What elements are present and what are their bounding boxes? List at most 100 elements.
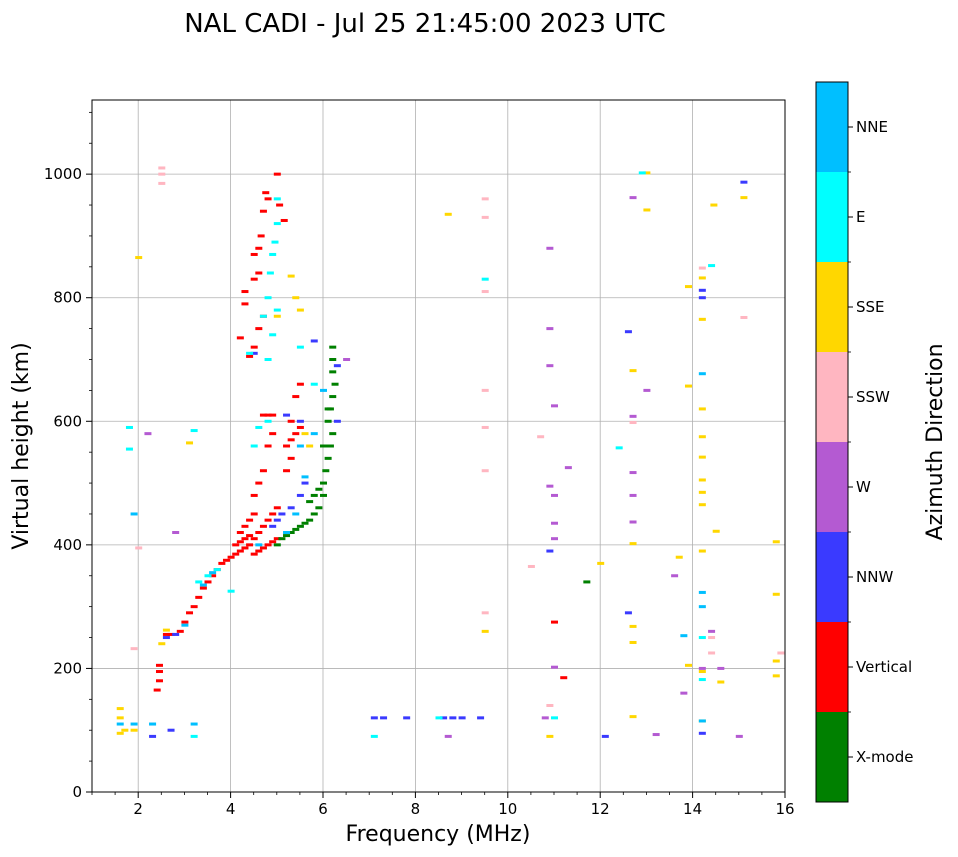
data-point (287, 274, 295, 278)
data-point (370, 716, 378, 720)
data-point (698, 731, 706, 735)
data-point (287, 456, 295, 460)
data-point (675, 555, 683, 559)
data-point (292, 512, 300, 516)
data-point (158, 172, 166, 176)
data-point (698, 372, 706, 376)
data-point (266, 271, 274, 275)
data-point (551, 493, 558, 497)
data-point (551, 665, 558, 669)
data-point (698, 605, 706, 609)
data-point (116, 731, 124, 735)
data-point (698, 549, 706, 553)
data-point (306, 518, 314, 522)
data-point (181, 620, 189, 624)
data-point (708, 629, 716, 633)
data-point (273, 308, 281, 312)
data-point (190, 734, 198, 738)
data-point (130, 647, 138, 651)
data-point (296, 425, 304, 429)
data-point (684, 384, 692, 388)
data-point (218, 561, 226, 565)
data-point (481, 469, 489, 473)
data-point (130, 512, 138, 516)
data-point (333, 419, 341, 423)
data-point (698, 719, 706, 723)
data-point (310, 493, 318, 497)
colorbar-tick-label: Vertical (856, 658, 912, 676)
data-point (172, 632, 180, 636)
data-point (232, 543, 240, 547)
y-tick-label: 600 (53, 412, 82, 430)
data-point (149, 734, 157, 738)
data-point (546, 734, 554, 738)
data-point (264, 444, 272, 448)
data-point (481, 290, 489, 294)
data-point (629, 414, 637, 418)
data-point (301, 432, 309, 436)
data-point (271, 240, 279, 244)
data-point (343, 358, 351, 361)
data-point (269, 333, 277, 337)
data-point (698, 266, 706, 270)
data-point (698, 296, 706, 300)
x-tick-label: 14 (683, 800, 702, 818)
data-point (638, 171, 646, 175)
data-point (269, 432, 277, 436)
data-point (273, 314, 281, 318)
data-point (296, 419, 304, 423)
data-point (680, 634, 688, 638)
data-point (222, 558, 230, 562)
data-point (255, 531, 263, 534)
data-point (698, 503, 706, 507)
data-point (652, 733, 660, 737)
data-point (255, 271, 263, 275)
data-point (306, 500, 314, 504)
data-point (241, 546, 249, 550)
data-point (546, 549, 554, 553)
data-point (440, 716, 448, 720)
colorbar-segment (816, 172, 848, 262)
data-point (199, 586, 207, 590)
data-point (255, 425, 263, 429)
plot-background (92, 100, 785, 792)
data-point (250, 537, 258, 541)
data-point (172, 531, 180, 534)
data-point (310, 339, 318, 343)
data-point (296, 345, 304, 349)
data-point (629, 369, 637, 373)
data-point (296, 493, 304, 497)
data-point (403, 716, 411, 720)
data-point (130, 722, 138, 726)
data-point (597, 561, 605, 565)
data-point (380, 716, 388, 720)
data-point (296, 382, 304, 386)
data-point (310, 512, 318, 516)
data-point (241, 537, 249, 541)
data-point (477, 716, 485, 720)
data-point (190, 429, 198, 433)
data-point (246, 351, 254, 355)
colorbar-tick-label: SSW (856, 388, 890, 406)
data-point (777, 651, 785, 655)
data-point (301, 521, 309, 525)
data-point (292, 432, 300, 436)
data-point (259, 469, 267, 473)
data-point (564, 466, 572, 470)
x-tick-label: 2 (133, 800, 143, 818)
data-point (629, 520, 637, 524)
data-point (324, 419, 332, 423)
data-point (186, 441, 194, 445)
data-point (162, 632, 170, 636)
data-point (153, 688, 161, 692)
data-point (481, 425, 489, 429)
data-point (292, 527, 300, 531)
data-point (246, 543, 254, 547)
data-point (331, 382, 339, 386)
data-point (772, 592, 780, 596)
data-point (273, 197, 281, 201)
data-point (301, 475, 309, 479)
data-point (444, 734, 452, 738)
data-point (250, 277, 258, 281)
data-point (740, 196, 748, 200)
